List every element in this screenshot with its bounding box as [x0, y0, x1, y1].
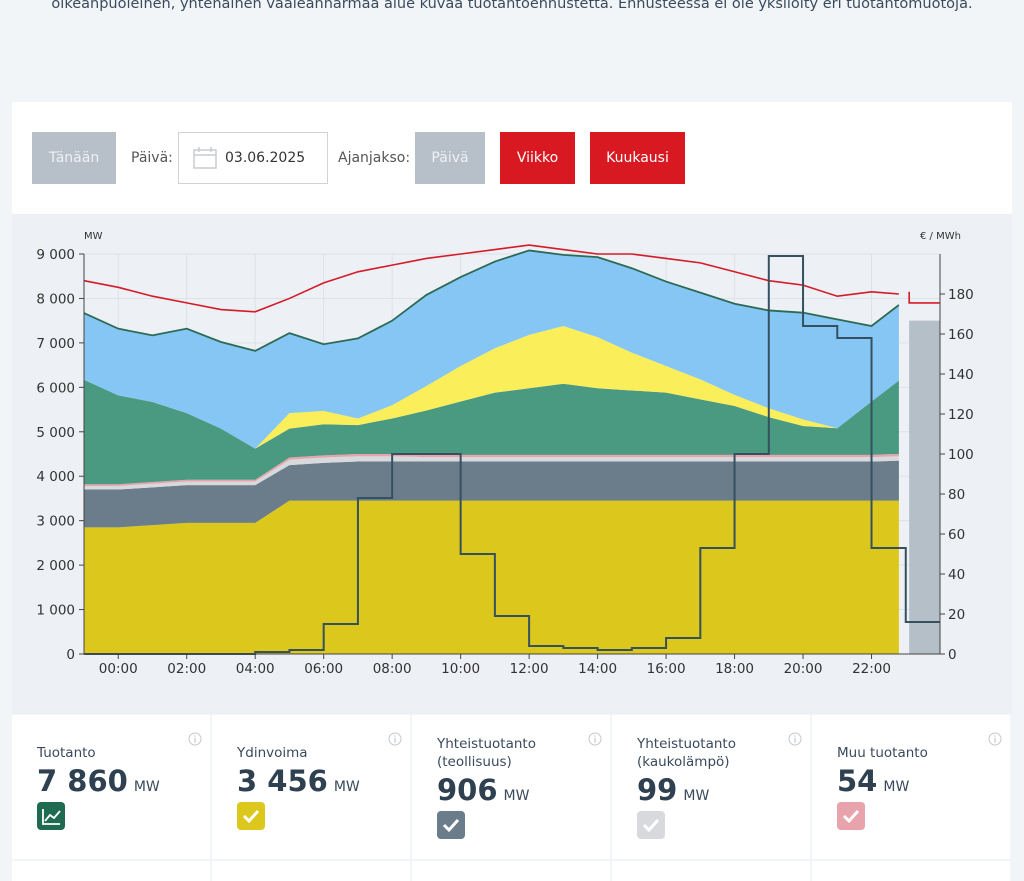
date-input[interactable]: [225, 146, 321, 170]
y-tick-label: 5 000: [36, 425, 75, 441]
area-solar: [84, 326, 899, 449]
y2-tick-label: 160: [948, 327, 974, 343]
y2-tick-label: 80: [948, 487, 965, 503]
forecast-area: [909, 320, 940, 654]
area-district_chp: [84, 456, 899, 490]
x-tick-label: 04:00: [236, 661, 275, 677]
axes: 0 1 000 2 000 3 000 4 000 5 000 6 000 7 000 8 00…: [36, 247, 973, 677]
checkbox-checked-icon[interactable]: [637, 811, 665, 839]
card-production: Tuotanto 7 860 MW: [12, 715, 210, 859]
summary-cards: Tuotanto 7 860 MW Ydinvoima 3 456 MW Yhtei…: [12, 715, 1012, 881]
stacked-areas: [84, 250, 940, 654]
y-tick-label: 9 000: [36, 247, 75, 263]
x-tick-label: 08:00: [373, 661, 412, 677]
card-industry-chp: Yhteistuotanto (teollisuus) 906 MW: [412, 715, 610, 859]
card-title: Yhteistuotanto (kaukolämpö): [637, 736, 736, 770]
card-nuclear: Ydinvoima 3 456 MW: [212, 715, 410, 859]
area-industry_chp: [84, 460, 899, 528]
x-tick-label: 22:00: [852, 661, 891, 677]
card-value: 54 MW: [837, 764, 910, 798]
x-tick-label: 12:00: [510, 661, 549, 677]
card-title: Tuotanto: [37, 745, 96, 761]
chart-svg: 0 1 000 2 000 3 000 4 000 5 000 6 000 7 000 8 00…: [36, 231, 973, 677]
checkbox-checked-icon[interactable]: [437, 811, 465, 839]
x-tick-label: 10:00: [441, 661, 480, 677]
info-icon[interactable]: [388, 731, 402, 746]
card-row-2: [612, 861, 810, 881]
x-tick-label: 20:00: [784, 661, 823, 677]
y-tick-label: 1 000: [36, 603, 75, 619]
card-row-2: [212, 861, 410, 881]
y2-tick-label: 180: [948, 287, 974, 303]
calendar-icon[interactable]: [193, 147, 217, 173]
date-label: Päivä:: [131, 150, 173, 166]
card-title: Yhteistuotanto (teollisuus): [437, 736, 536, 770]
y2-axis-unit-label: € / MWh: [920, 231, 961, 242]
y-tick-label: 7 000: [36, 336, 75, 352]
checkbox-checked-icon[interactable]: [837, 802, 865, 830]
info-icon[interactable]: [788, 731, 802, 746]
y-tick-label: 4 000: [36, 469, 75, 485]
y2-tick-label: 40: [948, 567, 965, 583]
x-tick-label: 06:00: [304, 661, 343, 677]
y-tick-label: 2 000: [36, 558, 75, 574]
price-step-line: [84, 255, 940, 655]
y-tick-label: 6 000: [36, 380, 75, 396]
card-row-2: [812, 861, 1010, 881]
card-value: 99 MW: [637, 773, 710, 807]
card-title: Ydinvoima: [237, 745, 308, 761]
y2-tick-label: 140: [948, 367, 974, 383]
chart-lines: [83, 244, 940, 655]
y2-tick-label: 60: [948, 527, 965, 543]
card-row-2: [12, 861, 210, 881]
x-tick-label: 02:00: [167, 661, 206, 677]
y-tick-label: 8 000: [36, 291, 75, 307]
period-label: Ajanjakso:: [338, 150, 411, 166]
card-other: Muu tuotanto 54 MW: [812, 715, 1010, 859]
x-tick-label: 00:00: [99, 661, 138, 677]
y2-tick-label: 0: [948, 647, 957, 663]
card-row-2: [412, 861, 610, 881]
day-button[interactable]: Päivä: [415, 132, 485, 184]
y2-tick-label: 20: [948, 607, 965, 623]
intro-text: oikeanpuoleinen, yhtenäinen vaaleanharma…: [51, 0, 973, 12]
area-other: [84, 453, 899, 486]
area-nuclear: [84, 500, 899, 654]
y-tick-label: 3 000: [36, 514, 75, 530]
y-tick-label: 0: [66, 647, 75, 663]
info-icon[interactable]: [988, 731, 1002, 746]
area-hydro: [84, 379, 899, 485]
y-axis-unit-label: MW: [84, 231, 103, 242]
consumption-forecast-line: [908, 291, 940, 304]
checkbox-checked-icon[interactable]: [237, 802, 265, 830]
date-controls: Tänään Päivä: Ajanjakso: Päivä Viikko Ku…: [12, 102, 1012, 214]
week-button[interactable]: Viikko: [500, 132, 575, 184]
date-picker[interactable]: [178, 132, 328, 184]
x-tick-label: 16:00: [647, 661, 686, 677]
card-value: 7 860 MW: [37, 764, 160, 798]
production-chart: 0 1 000 2 000 3 000 4 000 5 000 6 000 7 000 8 00…: [12, 214, 1012, 714]
x-tick-label: 18:00: [715, 661, 754, 677]
y2-tick-label: 120: [948, 407, 974, 423]
card-value: 906 MW: [437, 773, 530, 807]
month-button[interactable]: Kuukausi: [590, 132, 685, 184]
chart-line-icon: [37, 802, 65, 830]
card-title: Muu tuotanto: [837, 745, 928, 761]
y2-tick-label: 100: [948, 447, 974, 463]
card-district-chp: Yhteistuotanto (kaukolämpö) 99 MW: [612, 715, 810, 859]
info-icon[interactable]: [188, 731, 202, 746]
area-wind: [84, 250, 899, 449]
today-button[interactable]: Tänään: [32, 132, 116, 184]
card-value: 3 456 MW: [237, 764, 360, 798]
info-icon[interactable]: [588, 731, 602, 746]
x-tick-label: 14:00: [578, 661, 617, 677]
